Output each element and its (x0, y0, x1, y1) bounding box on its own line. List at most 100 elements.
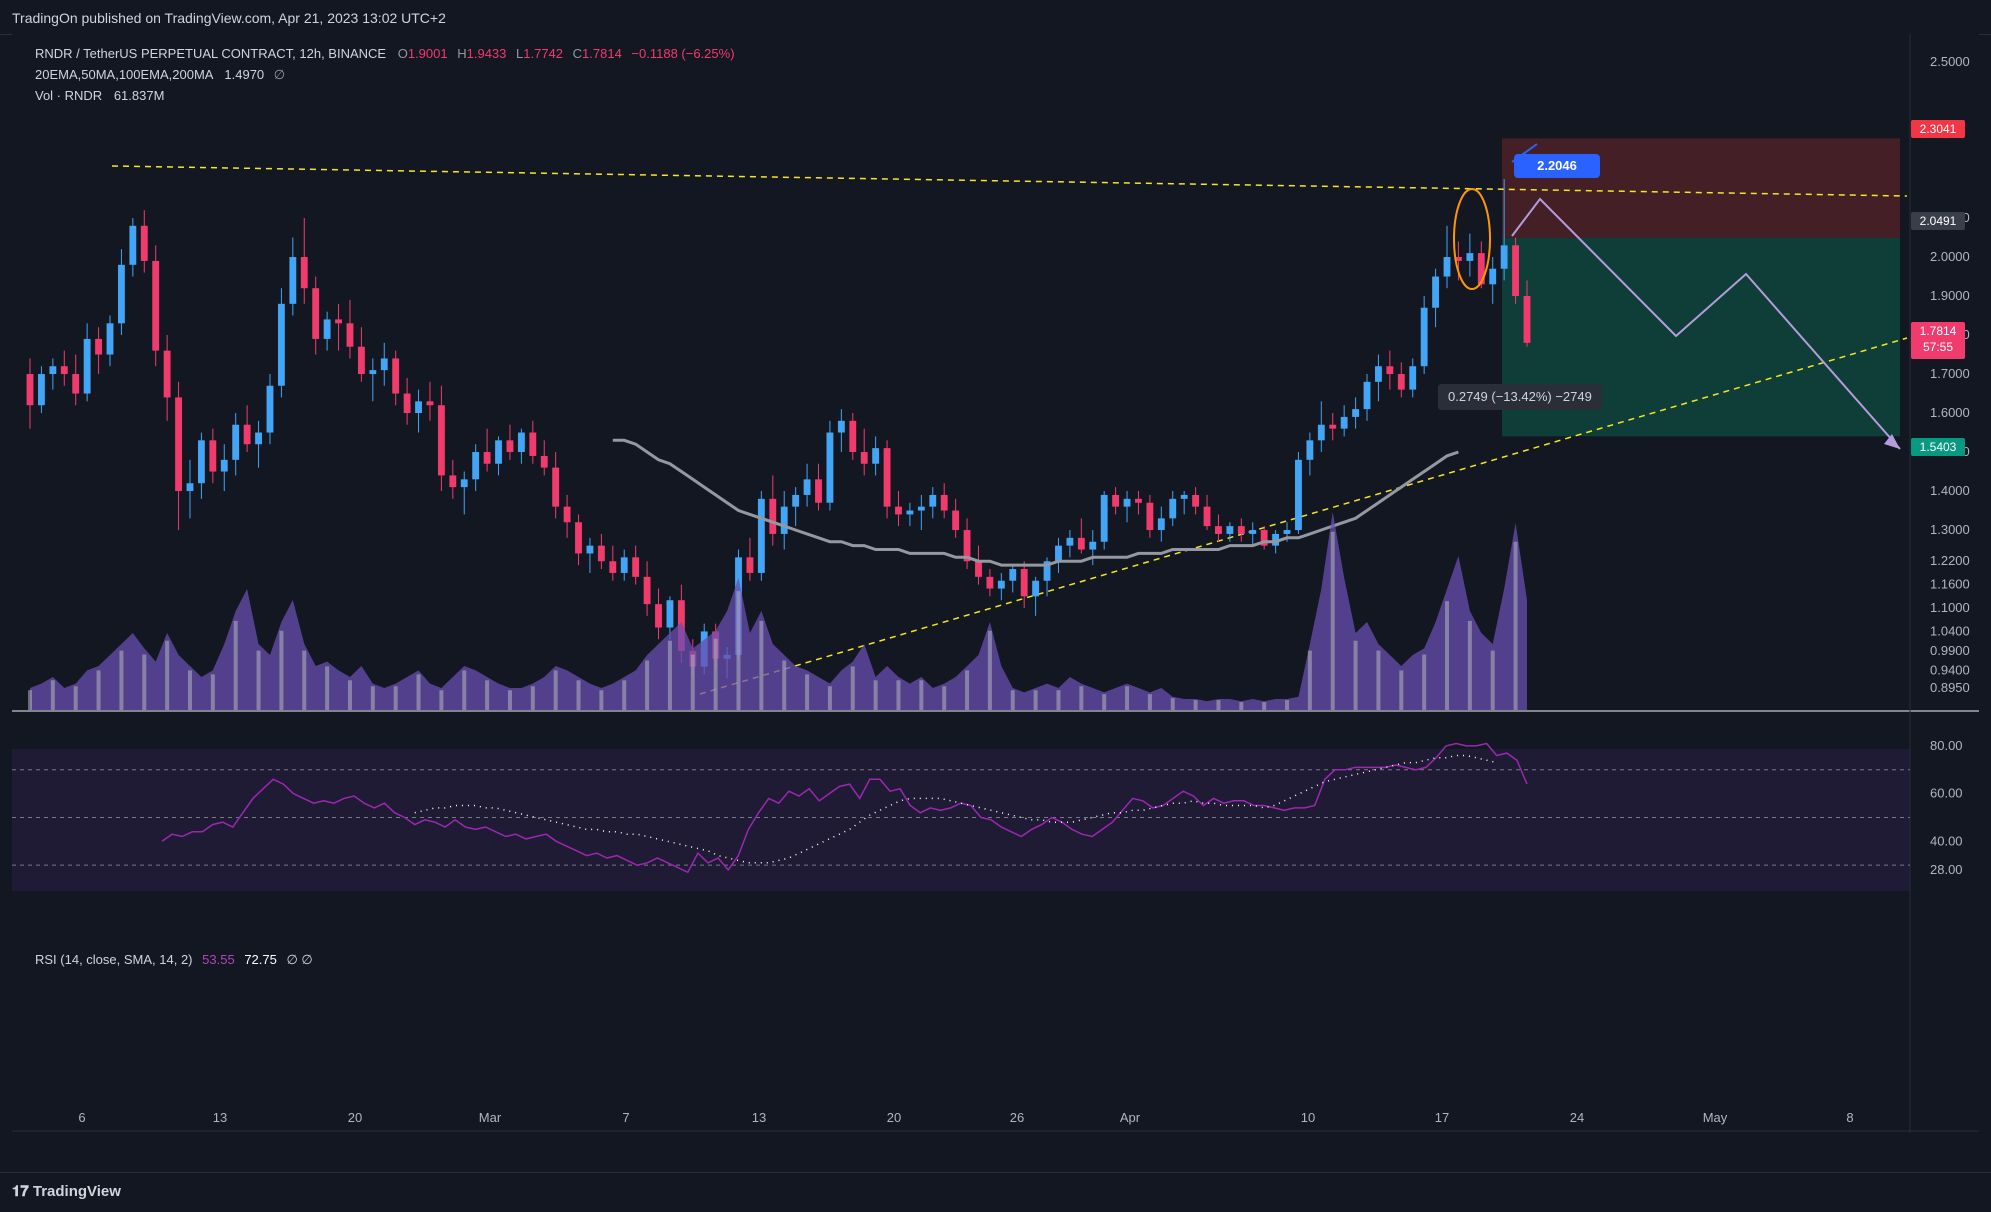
candle-body (460, 479, 468, 488)
candle-body (369, 370, 377, 375)
volume-bar (1102, 694, 1107, 710)
candle-body (1123, 498, 1131, 507)
candle-body (232, 424, 240, 460)
volume-bar (873, 680, 878, 710)
time-tick-label: 7 (622, 1110, 629, 1125)
time-tick-label: 13 (752, 1110, 766, 1125)
price-tick-label: 1.1000 (1930, 600, 1970, 615)
volume-bar (1467, 620, 1472, 710)
candle-body (917, 506, 925, 511)
volume-bar (622, 680, 627, 710)
candle-body (1066, 537, 1074, 546)
rsi-band-bg (12, 749, 1910, 891)
volume-bar (1079, 686, 1084, 710)
candle-body (895, 506, 902, 515)
price-tick-label: 2.5000 (1930, 54, 1970, 69)
volume-bar (942, 686, 947, 710)
volume-bar (165, 640, 170, 710)
candle-body (83, 338, 91, 394)
candle-body (666, 600, 674, 628)
candle-body (1180, 494, 1188, 499)
volume-bar (576, 680, 581, 710)
candle-body (266, 385, 274, 433)
candle-body (746, 557, 754, 573)
candle-body (483, 452, 491, 464)
price-tick-label: 1.9000 (1930, 288, 1970, 303)
volume-bar (187, 670, 192, 710)
candle-body (1329, 424, 1337, 429)
candle-body (929, 494, 937, 507)
volume-bar (1353, 640, 1358, 710)
volume-value: 61.837M (113, 88, 165, 103)
price-tick-label: 1.6000 (1930, 405, 1970, 420)
candle-body (837, 420, 845, 433)
entry-price-tag: 2.0491 (1911, 212, 1965, 230)
price-callout[interactable]: 2.2046 (1514, 154, 1600, 178)
candle-body (1443, 257, 1451, 277)
chart-canvas[interactable]: 2.50002.10002.00001.90001.80001.70001.60… (12, 34, 1979, 1133)
tradingview-logo[interactable]: 𝟏𝟕 TradingView (12, 1183, 121, 1200)
low-value: 1.7742 (523, 46, 564, 61)
candle-body (1477, 253, 1485, 285)
candle-body (1157, 518, 1165, 531)
candle-body (26, 374, 34, 406)
candle-body (152, 260, 160, 351)
close-label: C (572, 46, 583, 61)
candle-body (792, 494, 800, 507)
candle-body (129, 225, 137, 265)
candle-body (517, 432, 525, 453)
candle-body (1317, 424, 1325, 441)
volume-bar (462, 670, 467, 710)
volume-bar (1490, 650, 1495, 710)
tv-logo-icon: 𝟏𝟕 (12, 1183, 29, 1200)
candle-body (1523, 296, 1531, 343)
candle-body (1020, 569, 1028, 597)
price-tick-label: 1.2200 (1930, 553, 1970, 568)
candle-body (1409, 366, 1417, 390)
ma-extra: ∅ (273, 67, 286, 82)
volume-bar (142, 654, 147, 710)
volume-bar (713, 638, 718, 710)
candle-body (1146, 502, 1154, 531)
candle-body (1455, 257, 1462, 261)
time-tick-label: 13 (213, 1110, 227, 1125)
volume-label[interactable]: Vol · RNDR (35, 88, 103, 103)
candle-body (1226, 526, 1234, 534)
candle-body (1203, 506, 1211, 527)
candle-body (106, 323, 114, 355)
volume-bar (210, 674, 215, 710)
candle-body (255, 432, 262, 445)
candle-body (1237, 526, 1245, 534)
time-tick-label: 26 (1010, 1110, 1024, 1125)
volume-bar (485, 680, 490, 710)
symbol-name[interactable]: RNDR / TetherUS PERPETUAL CONTRACT, 12h,… (35, 46, 387, 61)
price-tick-label: 1.0400 (1930, 623, 1970, 638)
candle-body (1363, 381, 1371, 410)
candle-body (49, 366, 57, 375)
time-tick-label: 8 (1846, 1110, 1853, 1125)
ma-legend: 20EMA,50MA,100EMA,200MA 1.4970 ∅ (35, 67, 285, 83)
candle-body (986, 576, 994, 589)
last-price-value: 1.7814 (1919, 324, 1957, 338)
ma-label[interactable]: 20EMA,50MA,100EMA,200MA (35, 67, 213, 82)
candle-body (426, 401, 434, 406)
candle-body (220, 459, 228, 472)
candle-body (1169, 498, 1177, 519)
rsi-label[interactable]: RSI (14, close, SMA, 14, 2) (35, 952, 193, 967)
candle-body (1420, 307, 1428, 367)
volume-bar (256, 650, 261, 710)
candle-body (392, 358, 400, 394)
candle-body (1432, 276, 1440, 308)
projection-path (1511, 197, 1901, 450)
target-price-tag: 1.5403 (1911, 438, 1965, 456)
price-tick-label: 2.0000 (1930, 249, 1970, 264)
low-label: L (516, 46, 524, 61)
candle-body (437, 405, 445, 476)
volume-bar (439, 690, 444, 710)
volume-bar (690, 654, 695, 710)
candle-body (1043, 561, 1051, 581)
candle-body (209, 440, 217, 472)
chart-frame[interactable]: 2.50002.10002.00001.90001.80001.70001.60… (12, 34, 1979, 1133)
candle-body (277, 303, 285, 386)
volume-bar (1033, 690, 1038, 710)
